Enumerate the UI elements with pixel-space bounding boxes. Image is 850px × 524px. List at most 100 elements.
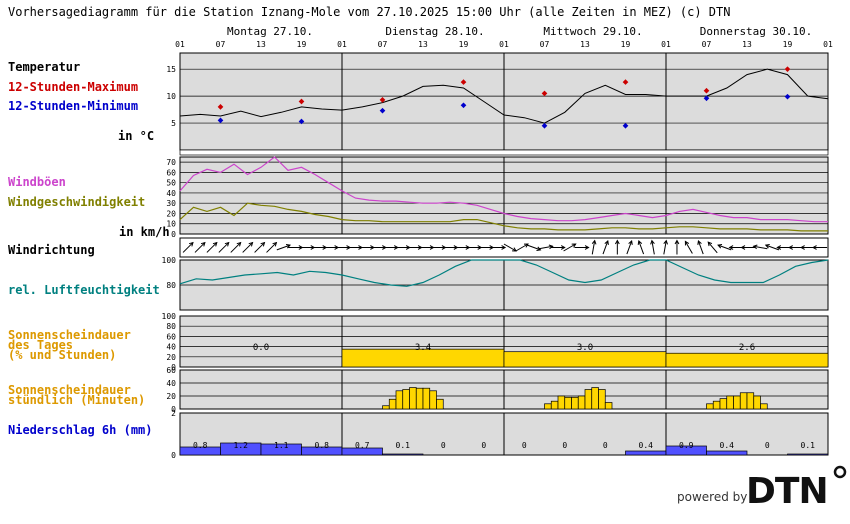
arrow-shaft bbox=[182, 242, 194, 253]
wind-direction-arrow bbox=[591, 239, 597, 255]
arrow-head bbox=[752, 244, 758, 250]
dtn-logo: DTN bbox=[746, 471, 828, 512]
precipitation-label: 1.2 bbox=[234, 441, 249, 450]
daily-sunshine-tick-label: 0 bbox=[171, 363, 176, 372]
max-point bbox=[703, 87, 710, 94]
hourly-sunshine-bar bbox=[719, 398, 728, 410]
wind-direction-arrow bbox=[574, 245, 590, 250]
hourly-sunshine-bar bbox=[557, 395, 566, 410]
daily-sunshine-bar bbox=[665, 352, 829, 368]
daily-sunshine-tick-label: 60 bbox=[166, 332, 176, 341]
min-point bbox=[703, 95, 710, 102]
min-point bbox=[541, 122, 548, 129]
hourly-sunshine-bar bbox=[706, 403, 714, 410]
wind-direction-arrow bbox=[550, 245, 566, 250]
hourly-sunshine-tick-label: 20 bbox=[166, 392, 176, 401]
label-sonne-tag-1: Sonnenscheindauer bbox=[8, 328, 131, 342]
hourly-sunshine-bar bbox=[436, 398, 444, 410]
arrow-shaft bbox=[276, 244, 291, 251]
hour-tick: 13 bbox=[418, 40, 428, 49]
wind-direction-arrow bbox=[527, 244, 542, 251]
label-max: 12-Stunden-Maximum bbox=[8, 80, 138, 94]
hourly-sunshine-bar bbox=[564, 396, 572, 410]
arrow-head bbox=[800, 245, 805, 250]
arrow-head bbox=[260, 241, 266, 247]
arrow-head bbox=[212, 241, 218, 247]
label-sonne-tag-2: des Tages bbox=[8, 338, 73, 352]
arrow-head bbox=[740, 245, 746, 250]
arrow-shaft bbox=[194, 242, 206, 253]
precipitation-label: 1.1 bbox=[274, 441, 289, 450]
precipitation-label: 0.7 bbox=[355, 441, 370, 450]
min-point bbox=[784, 93, 791, 100]
label-temp-unit: in °C bbox=[118, 129, 154, 143]
wind-direction-arrow bbox=[717, 244, 732, 251]
precipitation-bar bbox=[706, 450, 748, 456]
hourly-sunshine-bar bbox=[409, 387, 417, 410]
max-point bbox=[217, 104, 224, 110]
daily-sunshine-tick-label: 20 bbox=[166, 353, 176, 362]
hour-tick: 13 bbox=[580, 40, 590, 49]
precipitation-label: 0.4 bbox=[720, 441, 735, 450]
arrow-shaft bbox=[684, 241, 693, 254]
wind-direction-arrow bbox=[230, 241, 242, 253]
hourly-sunshine-bar bbox=[429, 390, 437, 410]
temperature-gap bbox=[179, 149, 829, 156]
label-feuchte: rel. Luftfeuchtigkeit bbox=[8, 283, 160, 297]
arrow-head bbox=[536, 246, 542, 251]
precipitation-label: 0.1 bbox=[396, 441, 411, 450]
day-labels: Montag 27.10. Dienstag 28.10. Mittwoch 29.… bbox=[227, 25, 812, 38]
max-point bbox=[541, 90, 548, 97]
temperature-panel: 5 10 15 bbox=[166, 52, 829, 156]
wind-direction-arrow bbox=[684, 240, 693, 254]
precipitation-bar bbox=[341, 447, 383, 456]
label-sonne-std-1: Sonnenscheindauer bbox=[8, 383, 131, 397]
arrow-head bbox=[637, 239, 643, 245]
hour-tick: 13 bbox=[256, 40, 266, 49]
arrow-head bbox=[764, 244, 770, 249]
wind-direction-arrow bbox=[206, 241, 218, 253]
precipitation-label: 0 bbox=[765, 441, 770, 450]
label-sonne-tag-3: (% und Stunden) bbox=[8, 348, 116, 362]
precipitation-label: 0.8 bbox=[193, 441, 208, 450]
precipitation-tick-label: 2 bbox=[171, 409, 176, 418]
arrow-head bbox=[272, 241, 278, 247]
arrow-head bbox=[285, 244, 291, 249]
arrow-shaft bbox=[527, 244, 541, 251]
hour-tick: 07 bbox=[702, 40, 712, 49]
hour-tick: 19 bbox=[783, 40, 793, 49]
powered-by-text: powered by bbox=[677, 490, 747, 504]
arrow-head bbox=[591, 239, 597, 245]
wind-direction-arrow bbox=[602, 239, 609, 255]
arrow-head bbox=[717, 244, 723, 249]
humidity-panel: 80 100 bbox=[162, 256, 829, 311]
hourly-sunshine-bar bbox=[544, 403, 552, 410]
daily-sunshine-tick-label: 100 bbox=[162, 312, 177, 321]
wind-tick-label: 40 bbox=[166, 189, 176, 198]
min-point bbox=[460, 102, 467, 109]
hourly-sunshine-panel: 0 20 40 60 bbox=[166, 366, 829, 414]
precipitation-bar bbox=[382, 453, 424, 456]
arrow-head bbox=[248, 241, 254, 247]
precipitation-label: 0.8 bbox=[315, 441, 330, 450]
wind-direction-arrow bbox=[491, 245, 507, 250]
arrow-shaft bbox=[651, 240, 655, 255]
wind-direction-arrow bbox=[650, 239, 655, 255]
precipitation-label: 0 bbox=[441, 441, 446, 450]
arrow-shaft bbox=[242, 242, 253, 253]
arrow-head bbox=[188, 241, 194, 247]
wind-direction-arrow bbox=[194, 241, 206, 253]
arrow-head bbox=[560, 245, 566, 250]
wind-direction-arrow bbox=[266, 241, 278, 253]
wind-direction-arrow bbox=[563, 243, 577, 252]
max-point bbox=[622, 79, 629, 85]
arrow-head bbox=[663, 239, 669, 245]
hourly-sunshine-bar bbox=[577, 395, 586, 410]
panels: 51015010203040506070801000204060801000.0… bbox=[162, 52, 829, 460]
arrow-head bbox=[674, 239, 680, 245]
hourly-sunshine-bar bbox=[733, 395, 741, 410]
hourly-sunshine-bar bbox=[550, 400, 559, 410]
arrow-shaft bbox=[230, 242, 242, 253]
wind-tick-label: 0 bbox=[171, 230, 176, 239]
